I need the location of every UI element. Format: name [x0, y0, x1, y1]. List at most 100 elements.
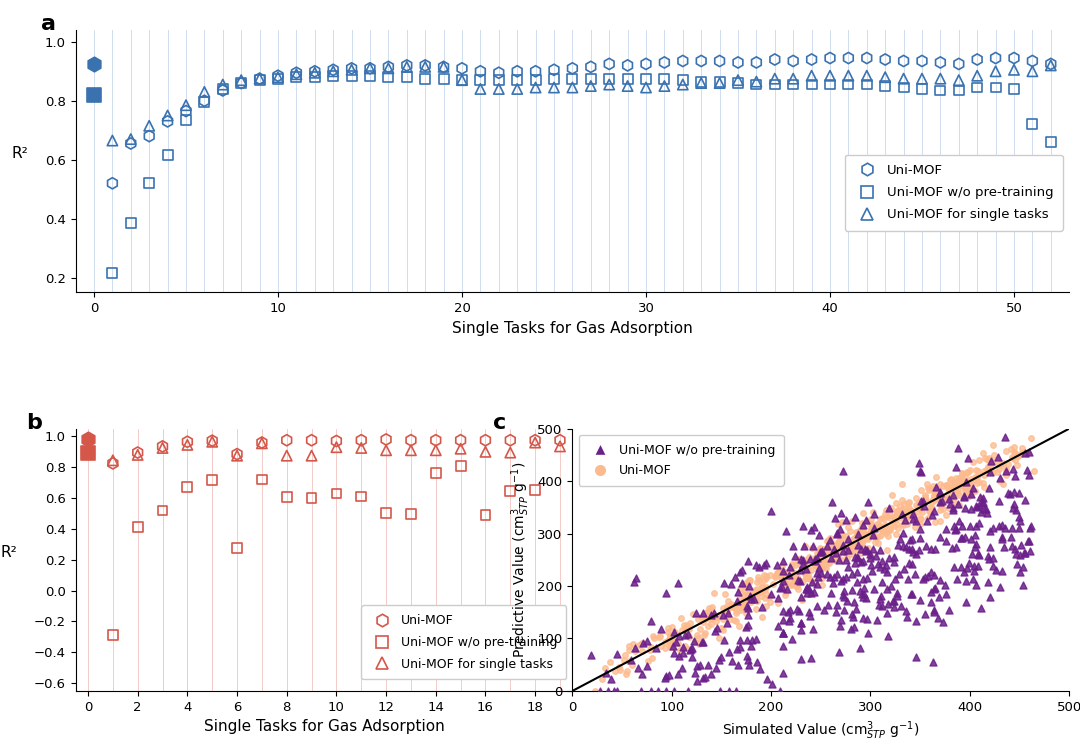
- Point: [887, 573, 904, 585]
- Point: [917, 490, 934, 502]
- Point: [981, 466, 998, 478]
- X-axis label: Single Tasks for Gas Adsorption: Single Tasks for Gas Adsorption: [453, 321, 692, 336]
- Point: [870, 519, 888, 531]
- Point: [417, 73, 434, 85]
- Point: [865, 508, 882, 520]
- Point: [772, 582, 789, 594]
- Point: [816, 544, 834, 556]
- Point: [723, 578, 740, 590]
- Point: [958, 575, 975, 587]
- Point: [798, 563, 815, 575]
- Point: [953, 532, 970, 544]
- Point: [854, 508, 872, 520]
- Point: [232, 77, 249, 89]
- Point: [755, 584, 772, 596]
- Point: [706, 626, 724, 638]
- Point: [362, 62, 379, 74]
- Point: [853, 540, 870, 552]
- Point: [723, 599, 740, 611]
- Point: [934, 492, 951, 504]
- Point: [619, 59, 636, 71]
- Point: [501, 485, 518, 497]
- Point: [700, 602, 717, 614]
- Point: [831, 646, 848, 658]
- Point: [720, 647, 738, 659]
- Point: [1018, 535, 1036, 547]
- Point: [665, 685, 683, 697]
- Point: [651, 632, 669, 644]
- Point: [1014, 448, 1031, 460]
- Point: [928, 492, 945, 504]
- Point: [961, 490, 978, 502]
- Point: [808, 559, 825, 571]
- Point: [807, 577, 824, 589]
- Point: [942, 474, 959, 486]
- Point: [633, 644, 650, 656]
- Point: [956, 485, 973, 497]
- Point: [727, 685, 744, 697]
- Point: [980, 550, 997, 562]
- Point: [972, 491, 989, 503]
- Point: [947, 481, 964, 493]
- Point: [835, 538, 852, 550]
- Point: [834, 528, 851, 540]
- Point: [888, 518, 905, 530]
- Point: [969, 70, 986, 82]
- Point: [852, 531, 869, 543]
- Point: [800, 584, 818, 596]
- Point: [85, 89, 103, 101]
- Point: [881, 509, 899, 521]
- Point: [798, 581, 815, 593]
- Point: [823, 535, 840, 547]
- Point: [477, 446, 495, 458]
- Point: [906, 568, 923, 580]
- Point: [912, 532, 929, 544]
- Point: [753, 590, 770, 602]
- Point: [287, 67, 305, 79]
- Text: a: a: [41, 14, 56, 35]
- Point: [732, 604, 750, 616]
- Point: [910, 544, 928, 556]
- Point: [785, 539, 802, 551]
- Point: [140, 177, 158, 189]
- Point: [676, 640, 693, 652]
- Point: [947, 524, 964, 536]
- Point: [708, 623, 726, 635]
- Point: [832, 541, 849, 553]
- Point: [936, 493, 954, 505]
- Point: [711, 77, 728, 89]
- Point: [707, 662, 725, 674]
- Point: [737, 597, 754, 609]
- Point: [177, 99, 194, 111]
- Point: [80, 433, 97, 445]
- Point: [863, 565, 880, 577]
- Point: [914, 495, 931, 507]
- Point: [985, 560, 1002, 572]
- Point: [770, 569, 787, 581]
- Point: [808, 567, 825, 579]
- Point: [854, 535, 872, 547]
- Point: [812, 543, 829, 555]
- Point: [897, 541, 915, 553]
- Point: [880, 524, 897, 536]
- Point: [757, 556, 774, 569]
- Point: [854, 592, 872, 604]
- Point: [833, 507, 850, 519]
- Point: [774, 605, 792, 617]
- Point: [874, 600, 891, 612]
- Point: [847, 557, 864, 569]
- Point: [591, 685, 608, 697]
- Point: [692, 55, 710, 67]
- Point: [1002, 532, 1020, 544]
- Point: [679, 685, 697, 697]
- Point: [742, 594, 759, 606]
- Point: [729, 77, 746, 89]
- Point: [841, 539, 859, 551]
- Point: [954, 478, 971, 490]
- Point: [85, 89, 103, 101]
- Point: [656, 56, 673, 68]
- Point: [947, 476, 964, 488]
- Point: [582, 61, 599, 73]
- Point: [757, 587, 774, 599]
- Point: [784, 578, 801, 590]
